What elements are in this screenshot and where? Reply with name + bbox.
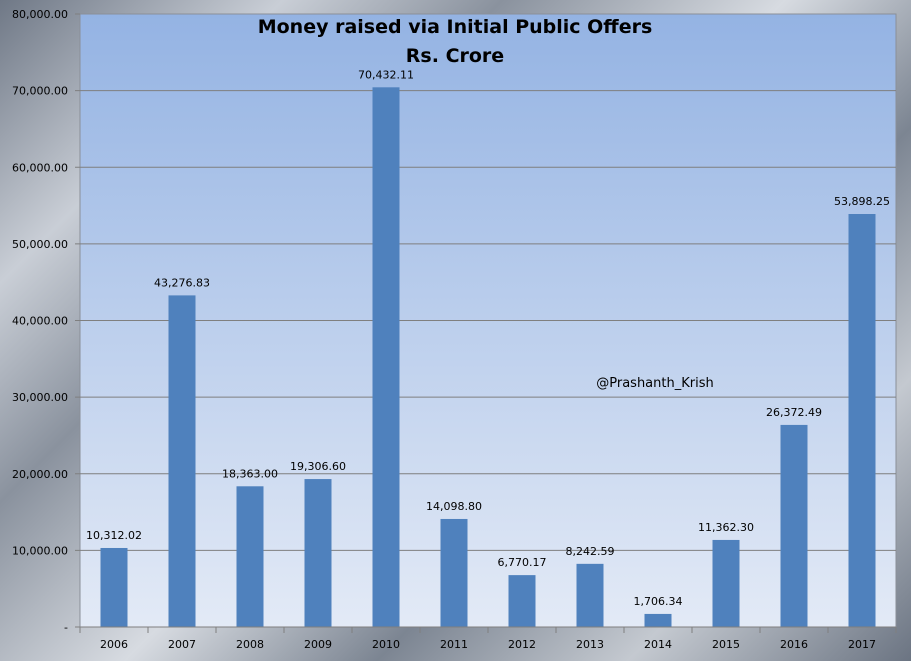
data-label-2013: 8,242.59 [566,545,615,558]
bar-2009 [304,479,332,627]
bars [100,87,876,628]
bar-2007 [168,295,196,627]
chart-subtitle: Rs. Crore [406,45,504,67]
y-tick-label: 10,000.00 [12,544,68,557]
data-label-2007: 43,276.83 [154,276,210,289]
data-label-2010: 70,432.11 [358,68,414,81]
data-label-2009: 19,306.60 [290,460,346,473]
x-tick-label-2009: 2009 [304,638,332,651]
data-label-2016: 26,372.49 [766,406,822,419]
y-tick-label: 20,000.00 [12,468,68,481]
bar-2011 [440,518,468,627]
data-labels: 10,312.02 43,276.83 18,363.00 19,306.60 70,4… [86,68,890,608]
x-tick-label-2010: 2010 [372,638,400,651]
x-axis-ticks: 2006 2007 2008 2009 2010 2011 2012 2013 2014 2015… [79,626,897,651]
x-tick-label-2014: 2014 [644,638,672,651]
data-label-2012: 6,770.17 [498,556,547,569]
x-tick-label-2013: 2013 [576,638,604,651]
bar-2010 [372,87,400,627]
x-tick-label-2006: 2006 [100,638,128,651]
x-tick-label-2011: 2011 [440,638,468,651]
data-label-2015: 11,362.30 [698,521,754,534]
data-label-2006: 10,312.02 [86,529,142,542]
bar-2015 [712,539,740,627]
y-tick-label: 80,000.00 [12,8,68,21]
bar-2013 [576,563,604,627]
bar-2016 [780,424,808,627]
gridlines [80,90,896,551]
y-tick-label: 60,000.00 [12,161,68,174]
x-tick-label-2008: 2008 [236,638,264,651]
y-tick-label: 40,000.00 [12,315,68,328]
data-label-2008: 18,363.00 [222,467,278,480]
x-tick-label-2015: 2015 [712,638,740,651]
x-tick-label-2017: 2017 [848,638,876,651]
y-tick-label: 70,000.00 [12,85,68,98]
data-label-2014: 1,706.34 [634,595,683,608]
chart-title: Money raised via Initial Public Offers [258,16,653,38]
bar-2014 [644,613,672,627]
bar-2008 [236,486,264,627]
x-tick-label-2012: 2012 [508,638,536,651]
bar-2017 [848,214,876,628]
bar-2012 [508,575,536,627]
x-tick-label-2016: 2016 [780,638,808,651]
x-tick-label-2007: 2007 [168,638,196,651]
data-label-2011: 14,098.80 [426,500,482,513]
annotation-handle: @Prashanth_Krish [596,376,713,391]
data-label-2017: 53,898.25 [834,195,890,208]
bar-2006 [100,547,128,627]
y-tick-label: - [64,621,68,634]
y-tick-label: 50,000.00 [12,238,68,251]
y-tick-label: 30,000.00 [12,391,68,404]
y-axis-ticks: - 10,000.00 20,000.00 30,000.00 40,000.00 50,… [12,8,80,634]
